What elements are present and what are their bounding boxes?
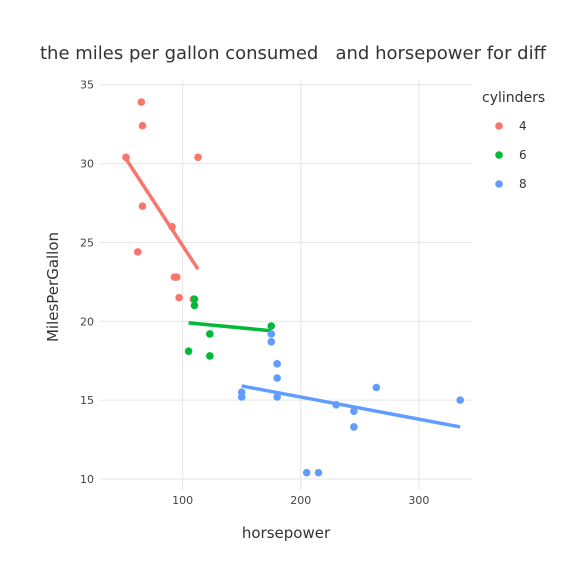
data-points <box>122 98 464 477</box>
data-point-8 <box>237 393 246 401</box>
y-axis-title: MilesPerGallon <box>44 232 62 342</box>
data-point-8 <box>267 330 276 338</box>
data-point-8 <box>332 401 340 409</box>
x-tick-label: 100 <box>172 494 193 507</box>
y-tick-label: 25 <box>80 236 94 249</box>
x-axis-title: horsepower <box>242 524 331 542</box>
data-point-4 <box>133 248 142 256</box>
fit-line-8 <box>241 384 461 429</box>
data-point-8 <box>273 393 281 401</box>
y-tick-label: 35 <box>80 79 94 92</box>
fit-line-6 <box>188 321 272 333</box>
x-tick-label: 300 <box>408 494 429 507</box>
data-point-8 <box>350 407 358 415</box>
data-point-6 <box>184 347 193 356</box>
axes: 10 15 20 25 30 35 100 200 300 horsepower MilesPerG… <box>44 79 429 542</box>
data-point-4 <box>175 293 183 302</box>
legend: cylinders 4 6 8 <box>482 90 545 191</box>
y-tick-label: 10 <box>80 473 94 486</box>
data-point-4 <box>194 153 202 162</box>
data-point-4 <box>138 202 147 210</box>
data-point-8 <box>302 468 311 477</box>
data-point-8 <box>273 360 281 368</box>
legend-marker-8 <box>495 180 503 188</box>
legend-label-6: 6 <box>519 148 527 162</box>
data-point-4 <box>138 121 147 130</box>
data-point-8 <box>314 468 323 477</box>
data-point-4 <box>122 153 130 162</box>
x-tick-label: 200 <box>290 494 311 507</box>
data-point-4 <box>168 222 176 231</box>
data-point-8 <box>267 337 276 346</box>
legend-label-4: 4 <box>519 119 527 133</box>
legend-label-8: 8 <box>519 177 527 191</box>
chart-title: the miles per gallon consumed and horsep… <box>40 43 547 64</box>
data-point-6 <box>190 295 199 303</box>
data-point-8 <box>456 396 464 404</box>
data-point-8 <box>273 374 281 382</box>
data-point-6 <box>206 352 214 360</box>
y-tick-label: 15 <box>80 394 94 407</box>
data-point-8 <box>350 423 358 431</box>
legend-title: cylinders <box>482 90 545 106</box>
legend-marker-6 <box>495 151 503 159</box>
data-point-6 <box>190 301 199 310</box>
data-point-8 <box>372 383 381 392</box>
data-point-6 <box>267 322 276 330</box>
data-point-6 <box>206 330 214 338</box>
legend-marker-4 <box>495 122 503 130</box>
y-tick-label: 20 <box>80 315 94 328</box>
y-tick-label: 30 <box>80 158 94 171</box>
fit-lines <box>124 157 461 429</box>
grid-lines <box>100 80 472 490</box>
data-point-4 <box>137 98 146 106</box>
fit-line-4 <box>124 157 200 271</box>
data-point-4 <box>172 273 181 281</box>
